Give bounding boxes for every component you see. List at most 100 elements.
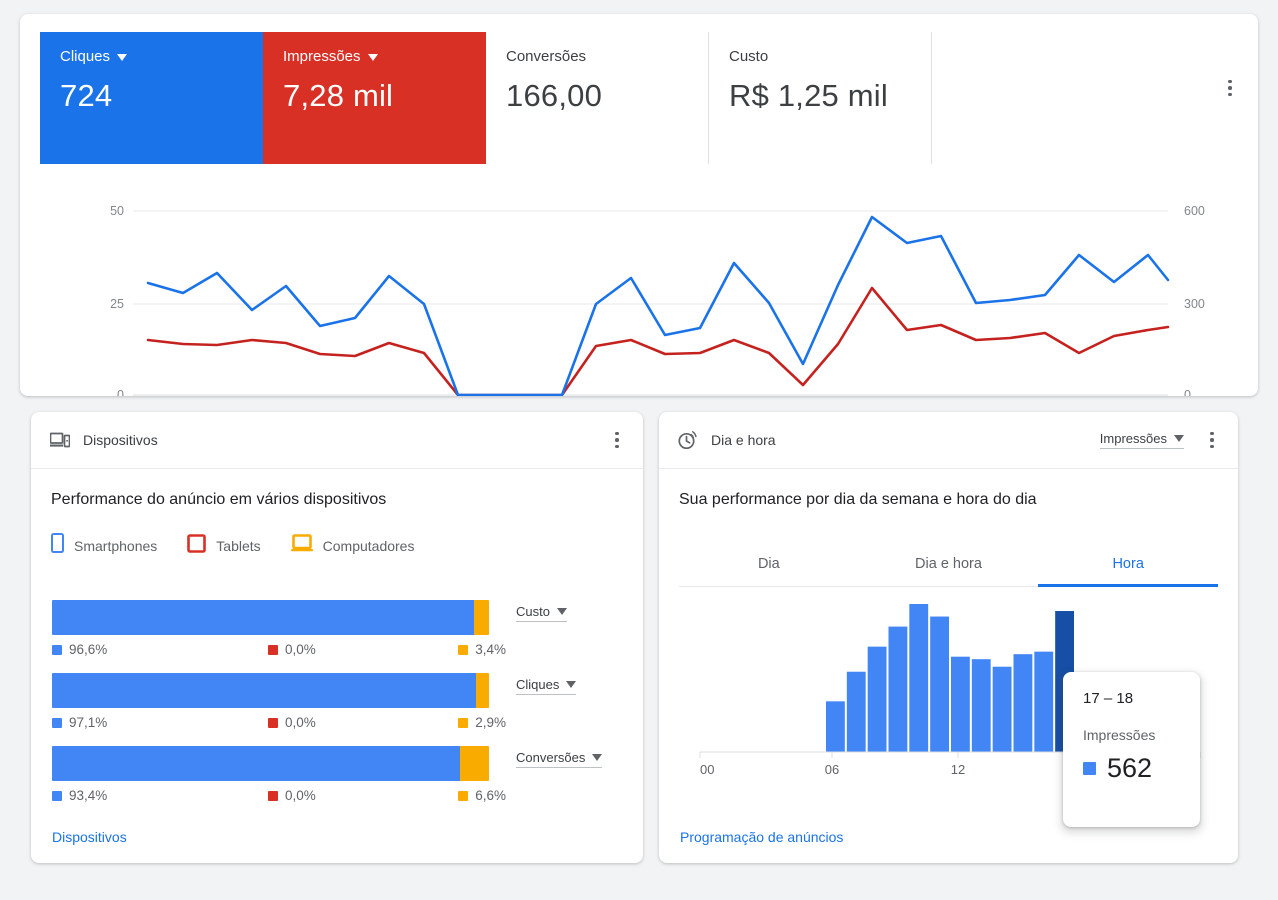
device-row: 93,4% 0,0% 6,6% Conversões — [31, 746, 643, 819]
scorecard-impressoes-label-text: Impressões — [283, 48, 361, 65]
hour-bars-group — [826, 604, 1095, 752]
scorecard-custo[interactable]: Custo R$ 1,25 mil — [709, 32, 932, 164]
tab-dia-e-hora[interactable]: Dia e hora — [859, 542, 1039, 586]
legend-item-smartphones: Smartphones — [51, 533, 157, 558]
daytime-card-header: Dia e hora Impressões — [659, 412, 1238, 469]
device-bar-segment-computers — [476, 673, 489, 708]
scorecard-row: Cliques 724 Impressões 7,28 mil Conversõ… — [40, 32, 932, 164]
hour-bar[interactable] — [951, 656, 970, 752]
devices-card-link[interactable]: Dispositivos — [52, 829, 127, 845]
overview-card: Cliques 724 Impressões 7,28 mil Conversõ… — [20, 14, 1258, 396]
legend-item-computadores: Computadores — [290, 534, 414, 557]
tooltip-metric-label: Impressões — [1083, 727, 1156, 743]
desktop-icon — [290, 534, 313, 557]
devices-card: Dispositivos Performance do anúncio em v… — [31, 412, 643, 863]
clock-icon — [677, 429, 699, 451]
svg-text:25: 25 — [110, 297, 124, 311]
chevron-down-icon[interactable] — [556, 608, 567, 615]
device-pct-computers-text: 2,9% — [475, 715, 506, 730]
daytime-card-link[interactable]: Programação de anúncios — [680, 829, 844, 845]
chevron-down-icon[interactable] — [592, 754, 603, 761]
hour-bar[interactable] — [888, 626, 908, 752]
scorecard-impressoes-value: 7,28 mil — [283, 78, 394, 113]
swatch-blue-icon — [1083, 761, 1096, 775]
devices-icon — [49, 429, 71, 451]
device-metric-selector-custo-text: Custo — [516, 604, 550, 619]
kebab-menu-icon[interactable] — [1220, 78, 1240, 98]
kebab-menu-icon[interactable] — [607, 430, 627, 450]
scorecard-cliques[interactable]: Cliques 724 — [40, 32, 263, 164]
scorecard-custo-value: R$ 1,25 mil — [729, 78, 888, 113]
scorecard-cliques-label[interactable]: Cliques — [60, 48, 243, 66]
scorecard-conversoes[interactable]: Conversões 166,00 — [486, 32, 709, 164]
legend-label-smartphones: Smartphones — [74, 537, 158, 554]
legend-item-tablets: Tablets — [187, 533, 261, 558]
scorecard-custo-label: Custo — [729, 48, 911, 66]
hour-bar[interactable] — [867, 646, 887, 752]
chevron-down-icon[interactable] — [117, 53, 128, 61]
device-row: 97,1% 0,0% 2,9% Cliques — [31, 673, 643, 746]
device-pct-smartphones: 97,1% — [52, 715, 107, 730]
device-bar-segment-smartphones — [52, 600, 475, 635]
smartphone-icon — [51, 533, 64, 558]
device-pct-computers: 2,9% — [458, 715, 506, 730]
device-metric-selector-cliques[interactable]: Cliques — [516, 677, 577, 695]
svg-text:0: 0 — [1184, 388, 1191, 396]
device-pct-smartphones-text: 93,4% — [69, 788, 108, 803]
device-pct-smartphones: 93,4% — [52, 788, 107, 803]
svg-text:12: 12 — [951, 762, 965, 777]
scorecard-conversoes-value: 166,00 — [506, 78, 603, 113]
scorecard-conversoes-label: Conversões — [506, 48, 688, 66]
device-metric-selector-custo[interactable]: Custo — [516, 604, 567, 622]
hour-bar[interactable] — [909, 604, 929, 752]
device-pct-tablets-text: 0,0% — [285, 715, 316, 730]
hour-bar[interactable] — [1013, 654, 1033, 752]
svg-text:06: 06 — [825, 762, 839, 777]
hour-axis-ticks — [699, 752, 1201, 758]
device-metric-selector-cliques-text: Cliques — [516, 677, 560, 692]
hour-bar[interactable] — [846, 671, 866, 752]
device-pct-tablets-text: 0,0% — [285, 788, 316, 803]
device-metric-selector-conversoes-text: Conversões — [516, 750, 586, 765]
devices-bars-list: 96,6% 0,0% 3,4% Custo — [31, 600, 643, 819]
device-row: 96,6% 0,0% 3,4% Custo — [31, 600, 643, 673]
right-axis-ticks: 600 300 0 — [1184, 204, 1205, 396]
kebab-menu-icon[interactable] — [1202, 430, 1222, 450]
device-pct-tablets: 0,0% — [268, 788, 316, 803]
device-pct-computers: 6,6% — [458, 788, 506, 803]
device-bar-segment-computers — [460, 746, 489, 781]
device-metric-selector-conversoes[interactable]: Conversões — [516, 750, 603, 768]
chevron-down-icon[interactable] — [367, 53, 378, 61]
tablet-icon — [187, 533, 207, 558]
line-series-impressoes — [146, 286, 1170, 396]
daytime-metric-selector[interactable]: Impressões — [1099, 431, 1184, 449]
device-bar-track — [52, 600, 489, 635]
device-pct-computers: 3,4% — [458, 642, 506, 657]
scorecard-impressoes-label[interactable]: Impressões — [283, 48, 466, 66]
line-chart-svg: 50 25 0 600 300 0 — [110, 204, 1205, 396]
hour-bar[interactable] — [930, 616, 949, 752]
device-bar-percents: 93,4% 0,0% 6,6% — [52, 788, 506, 804]
device-pct-tablets: 0,0% — [268, 642, 316, 657]
chart-tooltip: 17 – 18 Impressões 562 — [1063, 672, 1200, 827]
swatch-blue-icon — [52, 790, 62, 801]
swatch-red-icon — [268, 644, 278, 655]
tab-hora[interactable]: Hora — [1038, 542, 1218, 587]
line-series-cliques — [146, 215, 1170, 396]
device-bar-segment-smartphones — [52, 673, 477, 708]
scorecard-cliques-value: 724 — [60, 78, 113, 113]
devices-subtitle: Performance do anúncio em vários disposi… — [51, 491, 387, 508]
device-pct-smartphones-text: 96,6% — [69, 642, 108, 657]
chevron-down-icon[interactable] — [566, 681, 577, 688]
hour-bar[interactable] — [971, 659, 991, 752]
device-pct-smartphones-text: 97,1% — [69, 715, 108, 730]
device-bar-percents: 96,6% 0,0% 3,4% — [52, 642, 506, 658]
tab-dia-label: Dia — [757, 556, 780, 572]
scorecard-impressoes[interactable]: Impressões 7,28 mil — [263, 32, 486, 164]
hour-bar[interactable] — [1034, 651, 1054, 752]
hour-bar[interactable] — [826, 701, 845, 752]
tab-dia[interactable]: Dia — [679, 542, 859, 586]
hour-bar[interactable] — [992, 666, 1012, 752]
chevron-down-icon[interactable] — [1174, 435, 1184, 442]
